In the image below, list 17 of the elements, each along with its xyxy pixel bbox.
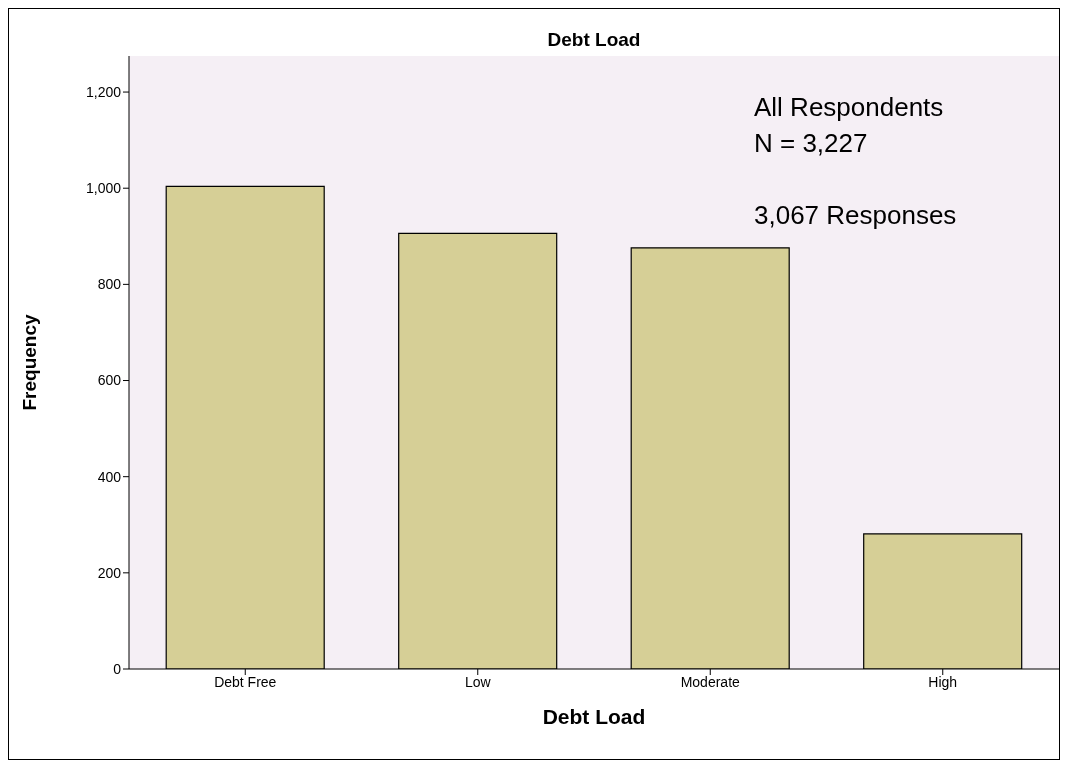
annotation: All Respondents [754,91,945,124]
x-tick-label: Debt Free [214,673,277,690]
annotation: N = 3,227 [754,127,869,160]
x-tick-label: High [928,673,958,690]
y-tick-label: 800 [97,276,122,293]
x-axis-title: Debt Load [542,705,646,728]
y-axis-title: Frequency [18,314,40,411]
chart-title: Debt Load [546,29,642,51]
y-tick-label: 400 [97,468,122,485]
y-tick-label: 0 [113,660,122,677]
x-tick-label: Low [464,673,492,690]
y-tick-label: 200 [97,564,122,581]
y-tick-label: 1,200 [85,84,122,101]
annotation: 3,067 Responses [754,199,957,232]
y-tick-label: 600 [97,372,122,389]
y-tick-label: 1,000 [85,180,122,197]
x-tick-label: Moderate [680,673,741,690]
